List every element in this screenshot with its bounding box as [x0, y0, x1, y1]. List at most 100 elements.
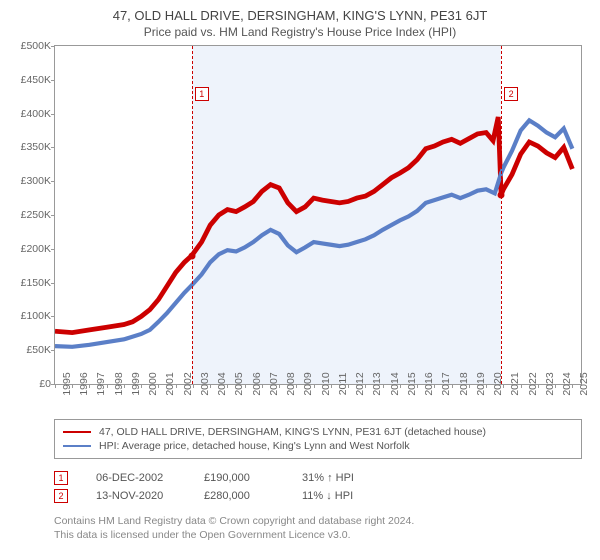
x-axis-tick [555, 384, 556, 388]
plot-region: £0£50K£100K£150K£200K£250K£300K£350K£400… [54, 45, 582, 385]
y-axis-label: £300K [21, 175, 55, 187]
sale-point [188, 252, 195, 259]
x-axis-label: 2021 [503, 372, 521, 395]
x-axis-label: 2007 [262, 372, 280, 395]
x-axis-tick [227, 384, 228, 388]
x-axis-label: 2018 [452, 372, 470, 395]
y-axis-label: £100K [21, 310, 55, 322]
x-axis-label: 2000 [141, 372, 159, 395]
sale-marker-line [501, 46, 502, 384]
sale-price-2: £280,000 [204, 490, 274, 502]
y-axis-tick [51, 46, 55, 47]
x-axis-label: 2003 [193, 372, 211, 395]
footer-line-1: Contains HM Land Registry data © Crown c… [54, 515, 582, 529]
x-axis-tick [72, 384, 73, 388]
x-axis-tick [124, 384, 125, 388]
x-axis-label: 1996 [72, 372, 90, 395]
y-axis-label: £400K [21, 108, 55, 120]
x-axis-label: 2014 [383, 372, 401, 395]
sales-table: 1 06-DEC-2002 £190,000 31% ↑ HPI 2 13-NO… [54, 467, 582, 507]
x-axis-label: 2001 [158, 372, 176, 395]
y-axis-label: £200K [21, 243, 55, 255]
chart-subtitle: Price paid vs. HM Land Registry's House … [12, 25, 588, 39]
y-axis-tick [51, 114, 55, 115]
x-axis-label: 2013 [365, 372, 383, 395]
sale-marker-2: 2 [54, 489, 68, 503]
x-axis-tick [486, 384, 487, 388]
x-axis-tick [107, 384, 108, 388]
series-hpi [55, 120, 572, 346]
x-axis-tick [331, 384, 332, 388]
legend-label-property: 47, OLD HALL DRIVE, DERSINGHAM, KING'S L… [99, 426, 486, 438]
sale-row-1: 1 06-DEC-2002 £190,000 31% ↑ HPI [54, 471, 582, 485]
x-axis-label: 2022 [521, 372, 539, 395]
series-property [55, 117, 572, 333]
y-axis-tick [51, 350, 55, 351]
x-axis-tick [279, 384, 280, 388]
sale-point [498, 191, 505, 198]
x-axis-label: 1998 [107, 372, 125, 395]
x-axis-label: 1999 [124, 372, 142, 395]
y-axis-tick [51, 283, 55, 284]
x-axis-label: 2005 [227, 372, 245, 395]
y-axis-label: £250K [21, 209, 55, 221]
y-axis-tick [51, 147, 55, 148]
x-axis-tick [296, 384, 297, 388]
sale-marker-box: 1 [195, 87, 209, 101]
x-axis-tick [469, 384, 470, 388]
sale-marker-line [192, 46, 193, 384]
x-axis-tick [89, 384, 90, 388]
x-axis-tick [262, 384, 263, 388]
footer: Contains HM Land Registry data © Crown c… [54, 515, 582, 542]
x-axis-label: 2006 [245, 372, 263, 395]
x-axis-tick [55, 384, 56, 388]
footer-line-2: This data is licensed under the Open Gov… [54, 529, 582, 543]
y-axis-tick [51, 80, 55, 81]
x-axis-tick [365, 384, 366, 388]
sale-date-2: 13-NOV-2020 [96, 490, 176, 502]
x-axis-tick [176, 384, 177, 388]
legend-box: 47, OLD HALL DRIVE, DERSINGHAM, KING'S L… [54, 419, 582, 459]
x-axis-label: 2010 [314, 372, 332, 395]
x-axis-label: 2016 [417, 372, 435, 395]
x-axis-label: 2009 [296, 372, 314, 395]
sale-marker-1: 1 [54, 471, 68, 485]
x-axis-label: 2012 [348, 372, 366, 395]
legend-swatch-property [63, 431, 91, 433]
x-axis-tick [158, 384, 159, 388]
legend-label-hpi: HPI: Average price, detached house, King… [99, 440, 410, 452]
sale-hpi-1: 31% ↑ HPI [302, 472, 382, 484]
chart-area: £0£50K£100K£150K£200K£250K£300K£350K£400… [54, 45, 582, 413]
x-axis-tick [141, 384, 142, 388]
y-axis-tick [51, 249, 55, 250]
x-axis-tick [383, 384, 384, 388]
x-axis-tick [503, 384, 504, 388]
x-axis-label: 2024 [555, 372, 573, 395]
x-axis-label: 1995 [55, 372, 73, 395]
y-axis-tick [51, 215, 55, 216]
y-axis-tick [51, 181, 55, 182]
x-axis-tick [521, 384, 522, 388]
x-axis-tick [572, 384, 573, 388]
x-axis-tick [452, 384, 453, 388]
x-axis-label: 2023 [538, 372, 556, 395]
legend-row-hpi: HPI: Average price, detached house, King… [63, 440, 573, 452]
x-axis-tick [314, 384, 315, 388]
sale-hpi-2: 11% ↓ HPI [302, 490, 382, 502]
x-axis-label: 2004 [210, 372, 228, 395]
y-axis-tick [51, 316, 55, 317]
x-axis-tick [417, 384, 418, 388]
sale-price-1: £190,000 [204, 472, 274, 484]
x-axis-label: 2015 [400, 372, 418, 395]
x-axis-tick [348, 384, 349, 388]
x-axis-label: 2011 [331, 373, 349, 396]
x-axis-tick [210, 384, 211, 388]
y-axis-label: £500K [21, 40, 55, 52]
x-axis-tick [538, 384, 539, 388]
y-axis-label: £350K [21, 141, 55, 153]
x-axis-tick [434, 384, 435, 388]
x-axis-label: 1997 [89, 372, 107, 395]
legend-row-property: 47, OLD HALL DRIVE, DERSINGHAM, KING'S L… [63, 426, 573, 438]
x-axis-tick [400, 384, 401, 388]
sale-date-1: 06-DEC-2002 [96, 472, 176, 484]
